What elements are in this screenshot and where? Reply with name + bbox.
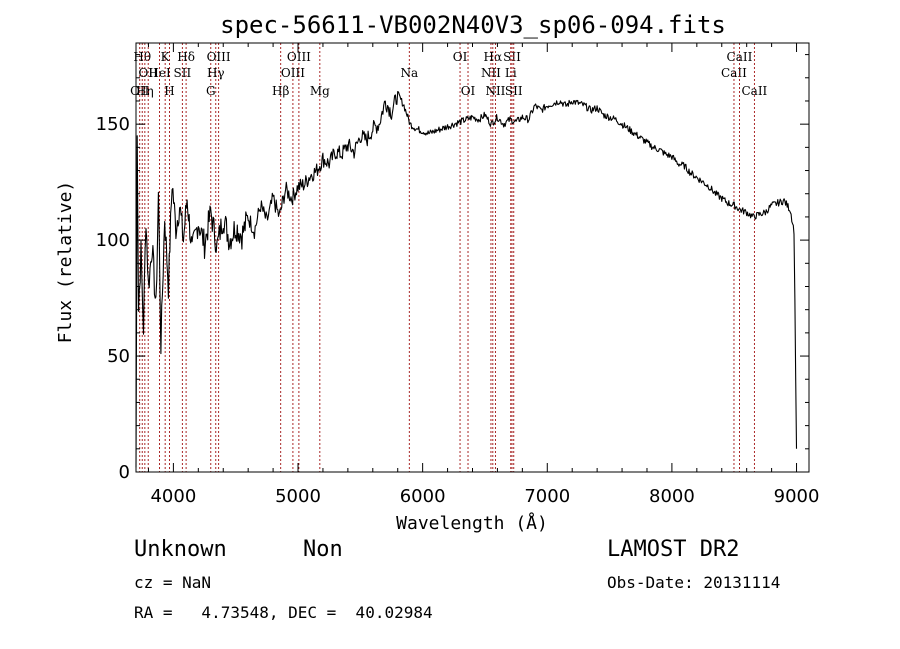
- line-marker-label-15: Mg: [310, 84, 330, 98]
- y-tick-label-0: 0: [119, 462, 130, 483]
- x-tick-label-4: 8000: [649, 486, 695, 507]
- line-marker-label-12: Hβ: [272, 84, 289, 98]
- line-marker-label-1: Hθ: [133, 50, 151, 64]
- line-marker-label-20: Hα: [484, 50, 503, 64]
- sky-coordinates: RA = 4.73548, DEC = 40.02984: [134, 603, 433, 622]
- spectral-class: Unknown: [134, 537, 227, 562]
- survey-name: LAMOST DR2: [607, 537, 740, 562]
- line-marker-label-16: Na: [400, 66, 418, 80]
- line-marker-label-14: OIII: [287, 50, 311, 64]
- line-marker-label-11: OIII: [207, 50, 231, 64]
- line-marker-label-22: Li: [505, 66, 517, 80]
- line-marker-label-26: CaII: [727, 50, 753, 64]
- line-marker-label-3: OII: [139, 66, 159, 80]
- x-axis-label: Wavelength (Å): [396, 512, 548, 534]
- line-marker-label-9: G: [206, 84, 216, 98]
- line-marker-label-2: Hη: [136, 84, 154, 98]
- line-marker-label-6: H: [164, 84, 174, 98]
- line-marker-label-13: OIII: [281, 66, 305, 80]
- y-tick-label-1: 50: [107, 346, 130, 367]
- line-marker-label-10: Hγ: [207, 66, 225, 80]
- flux-series: [135, 91, 798, 468]
- x-tick-label-5: 9000: [774, 486, 820, 507]
- line-marker-label-24: SII: [505, 84, 523, 98]
- observation-date: Obs-Date: 20131114: [607, 573, 781, 592]
- redshift-value: cz = NaN: [134, 573, 212, 592]
- line-marker-label-23: SII: [503, 50, 521, 64]
- line-marker-label-18: OI: [461, 84, 476, 98]
- flux-line-0: [135, 91, 798, 468]
- chart-title: spec-56611-VB002N40V3_sp06-094.fits: [220, 11, 726, 39]
- plot-frame: [135, 42, 810, 473]
- line-marker-label-25: CaII: [721, 66, 747, 80]
- spectral-subclass: Non: [303, 537, 343, 562]
- y-tick-label-2: 100: [96, 230, 130, 251]
- line-marker-label-8: Hδ: [177, 50, 195, 64]
- x-tick-label-2: 6000: [400, 486, 446, 507]
- x-tick-label-1: 5000: [275, 486, 321, 507]
- line-marker-label-7: SII: [174, 66, 192, 80]
- line-marker-label-4: HeI: [148, 66, 171, 80]
- line-marker-label-27: CaII: [741, 84, 767, 98]
- y-tick-label-3: 150: [96, 114, 130, 135]
- line-marker-label-19: NII: [481, 66, 501, 80]
- emission-line-markers: OIIHθHηOIIHeIKHSIIHδGHγOIIIHβOIIIOIIIMgN…: [130, 43, 768, 472]
- plot-axes: 4000 5000 6000 7000 8000 9000 0 50 100 150: [96, 42, 820, 507]
- line-marker-label-5: K: [161, 50, 171, 64]
- x-tick-label-3: 7000: [524, 486, 570, 507]
- x-tick-label-0: 4000: [150, 486, 196, 507]
- y-axis-label: Flux (relative): [55, 181, 76, 344]
- line-marker-label-21: NII: [485, 84, 505, 98]
- line-marker-label-17: OI: [453, 50, 468, 64]
